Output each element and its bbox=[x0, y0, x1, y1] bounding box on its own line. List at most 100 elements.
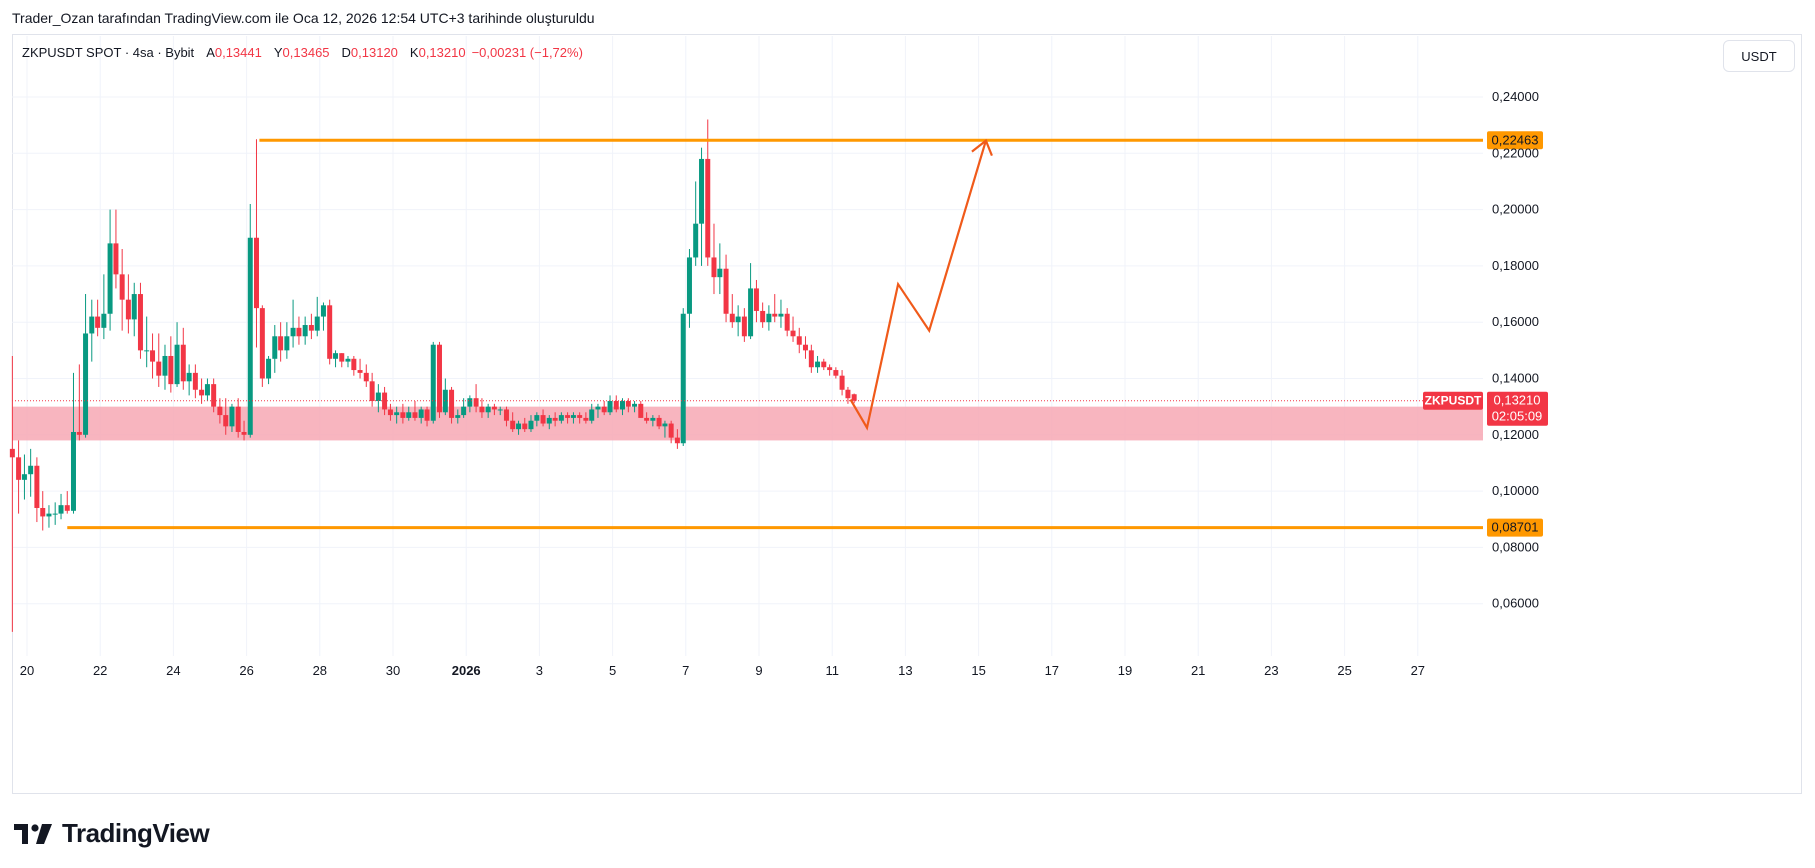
candle-down bbox=[784, 313, 790, 331]
price-tick-label: 0,22000 bbox=[1492, 145, 1539, 160]
candle-down bbox=[351, 358, 357, 371]
candle-up bbox=[485, 406, 491, 413]
candle-up bbox=[693, 223, 699, 258]
candle-up bbox=[748, 288, 754, 337]
candle-down bbox=[327, 305, 333, 359]
candle-down bbox=[625, 401, 631, 407]
candle-down bbox=[223, 415, 229, 427]
candle-up bbox=[766, 313, 772, 323]
candle-up bbox=[375, 392, 381, 402]
candle-up bbox=[497, 409, 503, 411]
countdown-label: 02:05:09 bbox=[1492, 409, 1543, 424]
candle-down bbox=[150, 350, 156, 362]
candle-up bbox=[442, 389, 448, 413]
candle-down bbox=[357, 370, 363, 373]
candle-down bbox=[833, 370, 839, 376]
date-tick-label: 9 bbox=[755, 663, 762, 678]
price-tick-label: 0,16000 bbox=[1492, 314, 1539, 329]
candle-down bbox=[64, 505, 70, 511]
currency-button[interactable]: USDT bbox=[1723, 40, 1795, 72]
price-tick-label: 0,06000 bbox=[1492, 596, 1539, 611]
candle-down bbox=[363, 372, 369, 382]
candle-up bbox=[186, 372, 192, 382]
candle-down bbox=[369, 381, 375, 402]
candle-up bbox=[662, 423, 668, 427]
candle-down bbox=[339, 353, 345, 362]
projection-line[interactable] bbox=[849, 140, 987, 431]
tradingview-logo[interactable]: TradingView bbox=[14, 818, 210, 849]
candle-up bbox=[595, 406, 601, 410]
candle-up bbox=[406, 412, 412, 418]
level-price-label: 0,22463 bbox=[1492, 132, 1539, 147]
candle-down bbox=[199, 389, 205, 396]
date-tick-label: 3 bbox=[536, 663, 543, 678]
candle-up bbox=[546, 417, 552, 424]
date-tick-label: 19 bbox=[1118, 663, 1132, 678]
candle-down bbox=[253, 237, 259, 309]
candle-down bbox=[34, 465, 40, 508]
candle-down bbox=[729, 313, 735, 323]
candle-down bbox=[180, 344, 186, 382]
candle-down bbox=[217, 406, 223, 416]
candle-down bbox=[821, 361, 827, 368]
date-tick-label: 20 bbox=[20, 663, 34, 678]
candle-up bbox=[589, 409, 595, 421]
candle-up bbox=[204, 384, 210, 396]
date-tick-label: 13 bbox=[898, 663, 912, 678]
candle-down bbox=[802, 344, 808, 351]
candle-down bbox=[583, 417, 589, 421]
candle-down bbox=[851, 394, 857, 401]
date-tick-label: 25 bbox=[1337, 663, 1351, 678]
candle-down bbox=[473, 398, 479, 407]
candle-up bbox=[528, 420, 534, 430]
date-tick-label: 2026 bbox=[452, 663, 481, 678]
candle-up bbox=[534, 415, 540, 421]
candle-down bbox=[156, 361, 162, 376]
date-tick-label: 30 bbox=[386, 663, 400, 678]
candle-up bbox=[394, 412, 400, 416]
candle-down bbox=[845, 389, 851, 399]
time-axis: 20 22 24 26 28 30 2026 3 5 7 9 11 13 15 17 19 21 23 25 27 bbox=[20, 663, 1425, 678]
candle-down bbox=[479, 406, 485, 413]
close-label: K bbox=[409, 45, 419, 60]
candle-down bbox=[436, 344, 442, 413]
candle-down bbox=[790, 330, 796, 337]
candle-down bbox=[601, 406, 607, 413]
candle-up bbox=[290, 327, 296, 337]
candle-up bbox=[699, 158, 705, 224]
close-value: 0,13210 bbox=[418, 45, 466, 60]
candle-up bbox=[430, 344, 436, 421]
candle-down bbox=[278, 336, 284, 351]
candle-up bbox=[516, 423, 522, 430]
candle-down bbox=[613, 401, 619, 410]
candle-up bbox=[70, 431, 76, 511]
candle-down bbox=[638, 403, 644, 418]
candle-down bbox=[235, 406, 241, 432]
candle-up bbox=[28, 465, 34, 475]
candle-up bbox=[89, 316, 95, 334]
projection-path bbox=[849, 138, 993, 431]
open-label: A bbox=[206, 45, 215, 60]
date-tick-label: 22 bbox=[93, 663, 107, 678]
candle-down bbox=[577, 415, 583, 418]
candles bbox=[9, 119, 857, 632]
level-price-tag bbox=[1487, 518, 1543, 537]
candle-down bbox=[796, 336, 802, 345]
date-tick-label: 5 bbox=[609, 663, 616, 678]
date-tick-label: 27 bbox=[1411, 663, 1425, 678]
candle-down bbox=[95, 316, 101, 328]
candle-up bbox=[46, 513, 52, 517]
candle-up bbox=[162, 355, 168, 376]
candle-down bbox=[656, 417, 662, 427]
candle-down bbox=[192, 372, 198, 390]
candle-down bbox=[424, 409, 430, 421]
candle-down bbox=[296, 327, 302, 337]
price-tick-label: 0,24000 bbox=[1492, 89, 1539, 104]
date-tick-label: 24 bbox=[166, 663, 180, 678]
date-tick-label: 15 bbox=[971, 663, 985, 678]
price-tick-label: 0,14000 bbox=[1492, 371, 1539, 386]
symbol-tag-label: ZKPUSDT bbox=[1425, 394, 1482, 408]
candle-down bbox=[741, 316, 747, 337]
candle-up bbox=[717, 268, 723, 278]
